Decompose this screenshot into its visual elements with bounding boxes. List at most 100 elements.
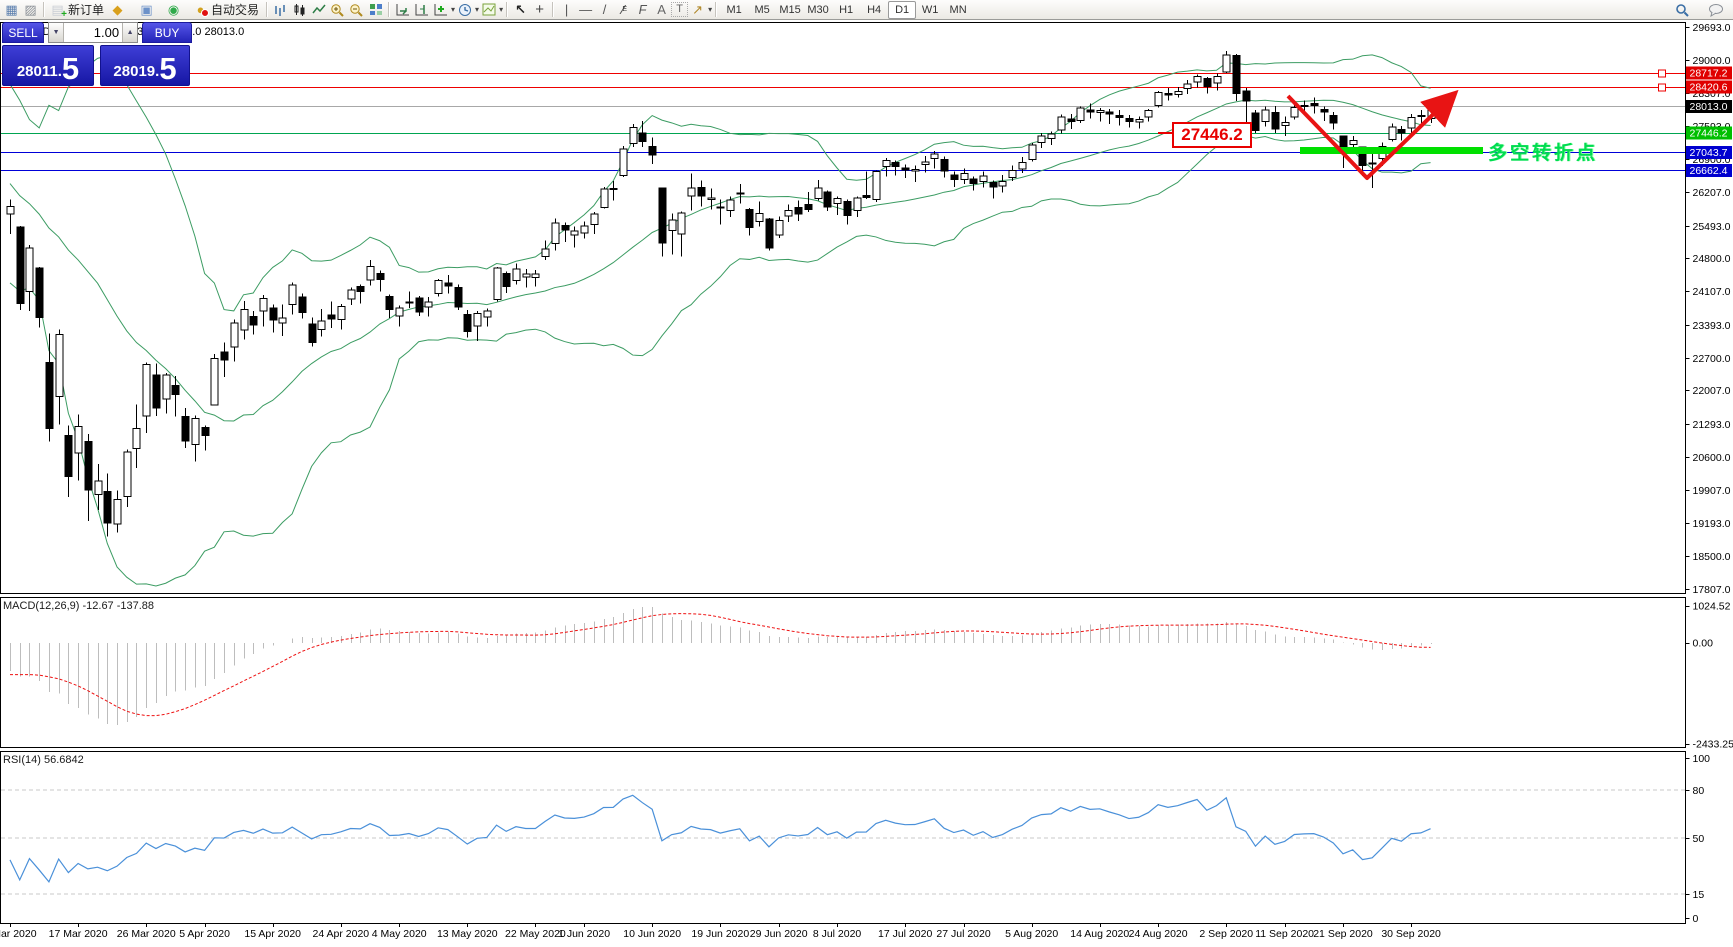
sell-price-box[interactable]: 28011 . 5 [2,45,94,86]
candlestick-chart-icon[interactable] [290,1,309,18]
bar-chart-icon[interactable] [271,1,290,18]
plus-badge-icon: + [61,11,67,19]
add-indicator-icon[interactable] [431,1,450,18]
templates-icon[interactable] [479,1,498,18]
volume-decrease-button[interactable]: ▼ [49,23,64,42]
svg-text:21 Sep 2020: 21 Sep 2020 [1313,928,1373,940]
svg-text:8 Jul 2020: 8 Jul 2020 [813,928,862,940]
svg-text:10 Jun 2020: 10 Jun 2020 [623,928,681,940]
volume-input[interactable] [64,23,122,42]
dropdown-arrow-icon[interactable]: ▾ [499,5,503,14]
svg-text:24 Aug 2020: 24 Aug 2020 [1129,928,1188,940]
sell-price-big: 5 [62,56,79,82]
volume-increase-button[interactable]: ▲ [122,23,137,42]
timeframe-mn[interactable]: MN [944,1,972,19]
chart-area[interactable]: 29693.029000.028307.027593.026900.026207… [0,20,1733,942]
timeframe-m1[interactable]: M1 [720,1,748,19]
timeframe-w1[interactable]: W1 [916,1,944,19]
text-icon[interactable]: A [652,1,671,18]
signals-icon[interactable]: ◉ [164,1,183,18]
svg-text:19 Jun 2020: 19 Jun 2020 [691,928,749,940]
svg-text:18500.0: 18500.0 [1693,551,1731,563]
toolbar-separator [266,2,268,17]
timeframe-d1[interactable]: D1 [888,1,916,19]
chart-profiles-icon[interactable]: ▨ [21,1,40,18]
sell-button[interactable]: SELL [2,22,44,43]
svg-text:14 Aug 2020: 14 Aug 2020 [1070,928,1129,940]
new-chart-icon[interactable]: ▦ [2,1,21,18]
svg-text:27043.7: 27043.7 [1690,147,1728,159]
rsi-label: RSI(14) 56.6842 [3,754,84,766]
navigator-icon[interactable]: ▣ [137,1,156,18]
new-order-icon[interactable]: ▤+ [48,1,67,18]
svg-text:6 Mar 2020: 6 Mar 2020 [0,928,37,940]
svg-text:80: 80 [1693,785,1705,797]
zoom-out-icon[interactable] [347,1,366,18]
volume-stepper: ▼ ▲ [48,22,138,43]
rsi-name: RSI(14) [3,754,41,766]
svg-text:4 May 2020: 4 May 2020 [372,928,427,940]
svg-text:30 Sep 2020: 30 Sep 2020 [1381,928,1441,940]
equidistant-channel-icon[interactable]: ⁄⁄E [614,1,633,18]
horizontal-line-icon[interactable]: — [576,1,595,18]
text-label-icon[interactable]: T [671,2,688,17]
toolbar-separator [388,2,390,17]
svg-text:29693.0: 29693.0 [1693,22,1731,34]
trendline-icon[interactable]: / [595,1,614,18]
svg-text:22 May 2020: 22 May 2020 [505,928,566,940]
price-callout[interactable]: 27446.2 [1172,122,1252,148]
svg-text:0.00: 0.00 [1693,637,1714,649]
zoom-in-icon[interactable] [328,1,347,18]
fibonacci-icon[interactable]: F [633,1,652,18]
tile-windows-icon[interactable] [366,1,385,18]
macd-values: -12.67 -137.88 [82,600,154,612]
timeframe-m15[interactable]: M15 [776,1,804,19]
svg-text:100: 100 [1693,753,1711,765]
search-icon[interactable] [1673,1,1692,18]
one-click-trading-panel: SELL ▼ ▲ BUY 28011 . 5 28019 . 5 [2,22,192,86]
svg-text:11 Sep 2020: 11 Sep 2020 [1255,928,1314,940]
price-callout-tick [1158,132,1172,134]
periods-icon[interactable] [455,1,474,18]
new-order-button[interactable]: 新订单 [67,1,108,18]
toolbar-separator [715,2,717,17]
svg-text:50: 50 [1693,833,1705,845]
svg-text:24800.0: 24800.0 [1693,253,1731,265]
svg-text:28420.6: 28420.6 [1690,82,1728,94]
svg-text:2 Sep 2020: 2 Sep 2020 [1199,928,1253,940]
svg-text:22700.0: 22700.0 [1693,353,1731,365]
timeframe-h1[interactable]: H1 [832,1,860,19]
toolbar: ▦ ▨ ▤+ 新订单 ◆ ▣ ◉ ● 自动交易 ▾ ▾ ▾ ↖ + | — / [0,0,1733,20]
svg-text:19907.0: 19907.0 [1693,485,1731,497]
market-watch-icon[interactable]: ◆ [108,1,127,18]
dropdown-arrow-icon[interactable]: ▾ [708,5,712,14]
crosshair-icon[interactable]: + [530,1,549,18]
svg-text:21293.0: 21293.0 [1693,419,1731,431]
timeframe-h4[interactable]: H4 [860,1,888,19]
timeframe-m5[interactable]: M5 [748,1,776,19]
autotrading-icon[interactable]: ● [191,1,210,18]
svg-text:0: 0 [1693,913,1699,925]
svg-text:29 Jun 2020: 29 Jun 2020 [750,928,808,940]
svg-text:24 Apr 2020: 24 Apr 2020 [312,928,369,940]
buy-button[interactable]: BUY [142,22,192,43]
sell-price-main: 28011 [17,64,58,79]
chat-icon[interactable] [1706,1,1725,18]
buy-price-big: 5 [159,56,176,82]
arrows-icon[interactable]: ↗ [688,1,707,18]
chart-canvas[interactable]: 29693.029000.028307.027593.026900.026207… [0,20,1733,942]
turning-point-note[interactable]: 多空转折点 [1488,138,1598,165]
auto-scroll-icon[interactable] [393,1,412,18]
cursor-icon[interactable]: ↖ [511,1,530,18]
timeframe-m30[interactable]: M30 [804,1,832,19]
buy-price-box[interactable]: 28019 . 5 [100,45,190,86]
line-chart-icon[interactable] [309,1,328,18]
svg-text:26 Mar 2020: 26 Mar 2020 [117,928,176,940]
svg-text:20600.0: 20600.0 [1693,452,1731,464]
chart-shift-icon[interactable] [412,1,431,18]
macd-label: MACD(12,26,9) -12.67 -137.88 [3,600,154,612]
vertical-line-icon[interactable]: | [557,1,576,18]
svg-text:27 Jul 2020: 27 Jul 2020 [936,928,990,940]
autotrading-button[interactable]: 自动交易 [210,1,263,18]
